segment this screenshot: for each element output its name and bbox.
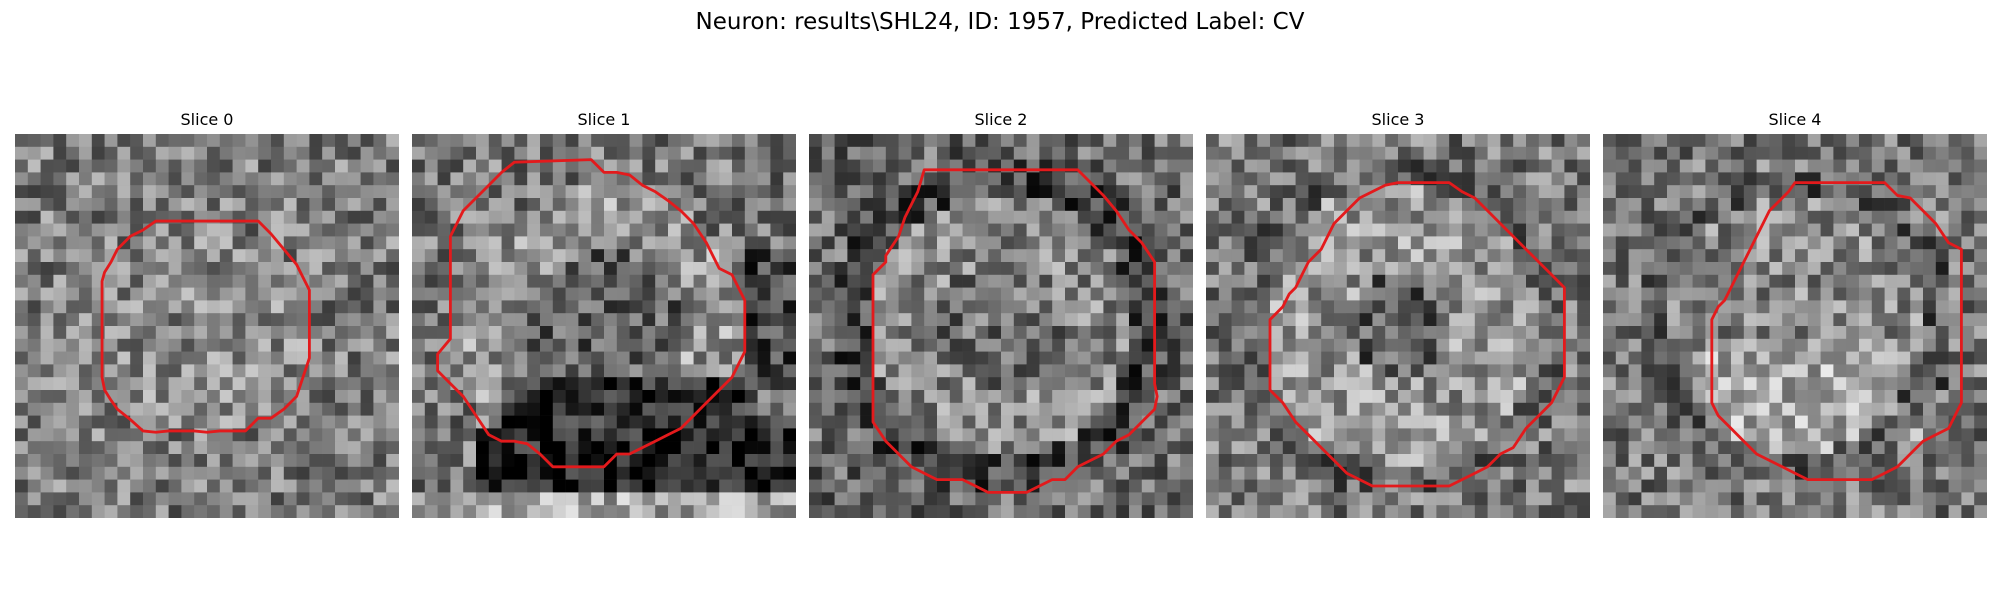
- roi-contour: [100, 219, 311, 434]
- slice-panel-3: Slice 3: [1206, 108, 1590, 518]
- slice-panel-4: Slice 4: [1603, 108, 1987, 518]
- roi-contour: [1268, 181, 1566, 488]
- slice-image: [15, 134, 399, 518]
- pixel-grid: [15, 134, 399, 518]
- slice-title: Slice 1: [577, 110, 631, 129]
- roi-contour: [436, 158, 747, 469]
- pixel-grid: [1206, 134, 1590, 518]
- slice-image: [412, 134, 796, 518]
- pixel-grid: [1603, 134, 1987, 518]
- roi-contour: [1710, 181, 1963, 482]
- slice-title: Slice 3: [1371, 110, 1425, 129]
- slice-title: Slice 0: [180, 110, 234, 129]
- slice-title: Slice 4: [1768, 110, 1822, 129]
- slice-image: [1603, 134, 1987, 518]
- slice-panel-1: Slice 1: [412, 108, 796, 518]
- roi-contour: [871, 168, 1159, 494]
- figure-title: Neuron: results\SHL24, ID: 1957, Predict…: [695, 9, 1305, 35]
- slice-image: [1206, 134, 1590, 518]
- pixel-grid: [809, 134, 1193, 518]
- pixel-grid: [412, 134, 796, 518]
- slice-image: [809, 134, 1193, 518]
- slice-panel-0: Slice 0: [15, 108, 399, 518]
- slice-title: Slice 2: [974, 110, 1028, 129]
- slice-panel-2: Slice 2: [809, 108, 1193, 518]
